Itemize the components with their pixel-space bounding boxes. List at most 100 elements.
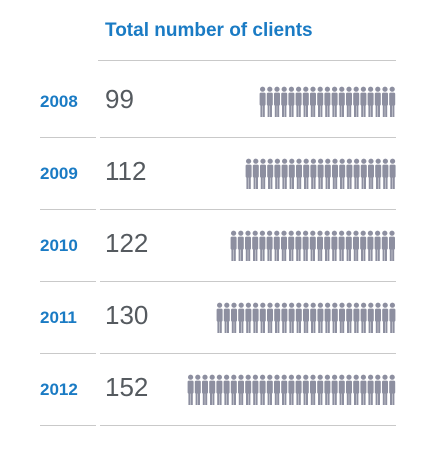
person-icon <box>367 86 374 117</box>
row-divider <box>40 208 396 212</box>
client-pictogram-bar <box>259 86 396 117</box>
person-icon <box>302 230 309 261</box>
person-icon <box>324 86 331 117</box>
person-icon <box>389 374 396 405</box>
person-icon <box>382 86 389 117</box>
person-icon <box>259 86 266 117</box>
person-icon <box>295 374 302 405</box>
person-icon <box>295 86 302 117</box>
person-icon <box>360 158 367 189</box>
person-icon <box>353 86 360 117</box>
person-icon <box>245 374 252 405</box>
person-icon <box>324 302 331 333</box>
person-icon <box>367 158 374 189</box>
person-icon <box>360 374 367 405</box>
person-icon <box>259 158 266 189</box>
client-row: 2008 99 <box>0 70 440 142</box>
person-icon <box>295 302 302 333</box>
person-icon <box>317 158 324 189</box>
person-icon <box>187 374 194 405</box>
person-icon <box>338 374 345 405</box>
person-icon <box>266 230 273 261</box>
person-icon <box>310 158 317 189</box>
person-icon <box>317 230 324 261</box>
person-icon <box>331 302 338 333</box>
client-count: 152 <box>105 372 149 402</box>
person-icon <box>360 302 367 333</box>
person-icon <box>259 230 266 261</box>
person-icon <box>230 230 237 261</box>
person-icon <box>259 374 266 405</box>
person-icon <box>267 302 273 333</box>
person-icon <box>367 302 374 333</box>
person-icon <box>288 374 295 405</box>
person-icon <box>274 230 281 261</box>
person-icon <box>360 86 367 117</box>
person-icon <box>374 158 381 189</box>
person-icon <box>245 302 252 333</box>
person-icon <box>223 374 230 405</box>
person-icon <box>202 374 209 405</box>
chart-title: Total number of clients <box>105 20 313 41</box>
person-icon <box>245 230 252 261</box>
year-label: 2008 <box>40 92 78 111</box>
person-icon <box>266 86 273 117</box>
person-icon <box>209 374 216 405</box>
person-icon <box>295 158 302 189</box>
person-icon <box>374 230 381 261</box>
year-label: 2011 <box>40 308 77 327</box>
client-row: 2012 152 <box>0 358 440 430</box>
person-icon <box>353 158 360 189</box>
person-icon <box>389 230 396 261</box>
person-icon <box>346 158 353 189</box>
person-icon <box>216 302 223 333</box>
person-icon <box>338 230 345 261</box>
person-icon <box>317 374 324 405</box>
person-icon <box>274 374 281 405</box>
person-icon <box>274 86 281 117</box>
person-icon <box>346 230 353 261</box>
person-icon <box>389 302 396 333</box>
person-icon <box>281 86 288 117</box>
person-icon <box>216 374 223 405</box>
person-icon <box>382 230 389 261</box>
person-icon <box>331 374 338 405</box>
person-icon <box>230 374 237 405</box>
person-icon <box>331 158 338 189</box>
person-icon <box>288 302 295 333</box>
year-label: 2012 <box>40 380 78 399</box>
person-icon <box>238 230 245 261</box>
person-icon <box>274 158 281 189</box>
person-icon <box>281 230 288 261</box>
person-icon <box>281 158 288 189</box>
person-icon <box>259 302 266 333</box>
person-icon <box>245 158 252 189</box>
person-icon <box>375 302 381 333</box>
client-pictogram-bar <box>187 374 396 405</box>
person-icon <box>281 302 288 333</box>
person-icon <box>302 86 309 117</box>
person-icon <box>367 230 374 261</box>
client-pictogram-bar <box>245 158 396 189</box>
person-icon <box>346 302 353 333</box>
person-icon <box>389 86 396 117</box>
client-count: 99 <box>105 84 134 114</box>
person-icon <box>310 374 317 405</box>
person-icon <box>223 302 230 333</box>
row-divider <box>40 352 396 356</box>
person-icon <box>331 230 338 261</box>
person-icon <box>382 374 389 405</box>
client-row: 2009 112 <box>0 142 440 214</box>
person-icon <box>324 230 331 261</box>
person-icon <box>288 158 295 189</box>
person-icon <box>310 86 317 117</box>
person-icon <box>310 302 317 333</box>
person-icon <box>238 374 245 405</box>
row-divider <box>40 136 396 140</box>
person-icon <box>310 230 317 261</box>
person-icon <box>331 86 338 117</box>
person-icon <box>338 158 345 189</box>
person-icon <box>288 230 295 261</box>
person-icon <box>324 374 331 405</box>
person-icon <box>317 86 324 117</box>
